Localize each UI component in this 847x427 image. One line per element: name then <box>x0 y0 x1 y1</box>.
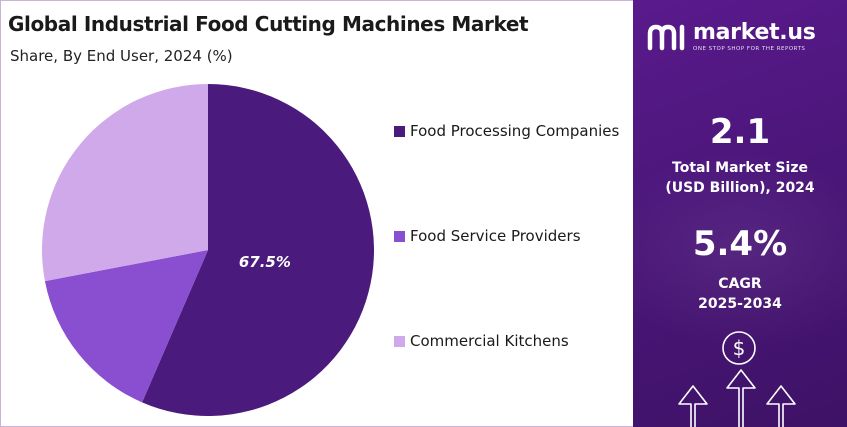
pie-svg: 67.5% <box>41 84 375 417</box>
legend-label: Food Service Providers <box>410 227 581 245</box>
legend-swatch <box>394 335 405 347</box>
pie-slice-food-service <box>44 250 209 403</box>
cagr-label-line1: CAGR <box>718 276 762 292</box>
chart-title: Global Industrial Food Cutting Machines … <box>8 12 529 36</box>
market-size-label-line1: Total Market Size <box>672 160 808 176</box>
pie-label-food-processing: 67.5% <box>239 253 291 271</box>
legend-label: Commercial Kitchens <box>410 332 569 350</box>
legend-label: Food Processing Companies <box>410 122 620 140</box>
legend-item-food-processing: Food Processing Companies <box>394 122 619 140</box>
legend-swatch <box>394 125 405 137</box>
legend-item-food-service: Food Service Providers <box>394 227 581 245</box>
info-panel: market.us ONE STOP SHOP FOR THE REPORTS … <box>633 0 847 427</box>
market-size-label-line2: (USD Billion), 2024 <box>665 180 815 196</box>
pie-slice-food-processing <box>142 84 375 417</box>
market-size-value: 2.1 <box>709 112 771 152</box>
brand-mark-icon <box>647 24 685 51</box>
cagr-label-line2: 2025-2034 <box>698 296 782 312</box>
legend-swatch <box>394 230 405 242</box>
growth-arrows-icon: $ <box>678 331 796 427</box>
svg-text:$: $ <box>733 336 746 360</box>
dollar-coin-icon <box>722 331 756 365</box>
cagr-value: 5.4% <box>692 224 788 264</box>
chart-subtitle: Share, By End User, 2024 (%) <box>10 47 233 65</box>
legend-item-commercial-kitchens: Commercial Kitchens <box>394 332 569 350</box>
pie-chart: 67.5% <box>40 82 376 418</box>
brand-logo: market.us ONE STOP SHOP FOR THE REPORTS <box>647 22 816 52</box>
brand-tagline: ONE STOP SHOP FOR THE REPORTS <box>693 46 806 52</box>
brand-name: market.us <box>693 20 816 45</box>
panel-decoration <box>633 150 847 350</box>
legend: Food Processing Companies Food Service P… <box>394 0 634 427</box>
pie-slice-commercial-kitchens <box>41 84 208 282</box>
